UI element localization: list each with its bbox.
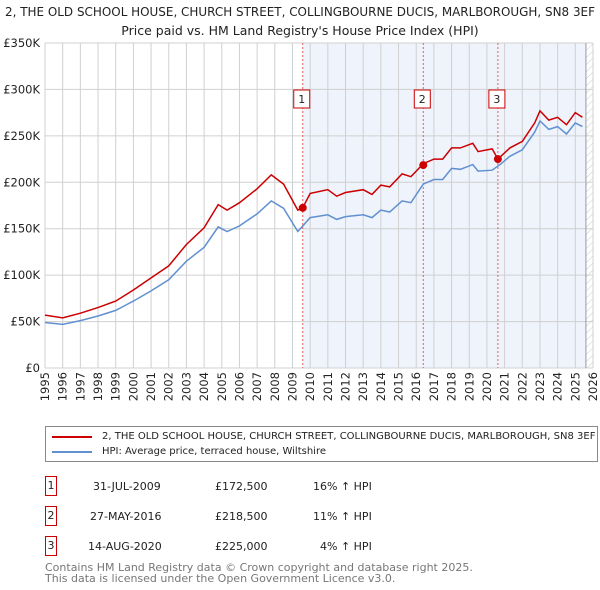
chart-title-line1: 2, THE OLD SCHOOL HOUSE, CHURCH STREET, … (5, 5, 595, 19)
sale-hpi-diff: 4% ↑ HPI (320, 540, 372, 553)
x-tick-label: 2003 (179, 372, 193, 401)
sale-price: £172,500 (215, 480, 268, 493)
price-paid-line (44, 109, 583, 319)
footer-copyright: Contains HM Land Registry data © Crown c… (45, 561, 473, 574)
x-tick-label: 1995 (38, 372, 52, 401)
sale-row: 1 31-JUL-2009 £172,500 16% ↑ HPI (45, 476, 445, 498)
forecast-hatch (585, 43, 593, 368)
sale-hpi-diff: 11% ↑ HPI (313, 510, 372, 523)
x-tick-label: 2011 (321, 372, 335, 401)
sale-date: 14-AUG-2020 (88, 540, 162, 553)
x-tick-label: 1999 (109, 372, 123, 401)
y-tick-label: £350K (3, 36, 40, 50)
sale-marker-badge: 1 (45, 476, 57, 496)
x-tick-label: 2017 (427, 372, 441, 401)
x-tick-label: 2019 (462, 372, 476, 401)
sale-point (419, 161, 428, 170)
sale-row: 3 14-AUG-2020 £225,000 4% ↑ HPI (45, 536, 445, 558)
hpi-line (44, 119, 583, 326)
sale-label-box (293, 89, 311, 109)
y-tick-label: £0 (25, 361, 40, 375)
sale-label-box (413, 89, 431, 109)
x-tick-label: 2012 (339, 372, 353, 401)
x-tick-label: 2004 (197, 372, 211, 401)
x-tick-label: 2001 (144, 372, 158, 401)
sale-label: 3 (493, 93, 500, 106)
legend-hpi-label: HPI: Average price, terraced house, Wilt… (102, 446, 326, 457)
sale-marker-badge: 3 (45, 536, 57, 556)
x-tick-label: 2006 (232, 372, 246, 401)
x-tick-label: 2024 (551, 372, 565, 401)
sale-marker-badge: 2 (45, 506, 57, 526)
x-tick-label: 2005 (215, 372, 229, 401)
x-tick-label: 2000 (126, 372, 140, 401)
sale-price: £225,000 (215, 540, 268, 553)
x-tick-label: 2025 (568, 372, 582, 401)
x-tick-label: 2021 (498, 372, 512, 401)
x-tick-label: 2015 (392, 372, 406, 401)
y-tick-label: £150K (3, 222, 40, 236)
x-tick-label: 2018 (445, 372, 459, 401)
sale-row: 2 27-MAY-2016 £218,500 11% ↑ HPI (45, 506, 445, 528)
x-tick-label: 2020 (480, 372, 494, 401)
sale-point (493, 155, 502, 164)
y-tick-label: £50K (11, 315, 41, 329)
sale-point (298, 203, 307, 212)
sale-date: 31-JUL-2009 (93, 480, 161, 493)
y-tick-label: £250K (3, 129, 40, 143)
price-line-swatch (52, 435, 92, 438)
x-tick-label: 2026 (586, 372, 600, 401)
legend: 2, THE OLD SCHOOL HOUSE, CHURCH STREET, … (45, 426, 598, 462)
sale-price: £218,500 (215, 510, 268, 523)
legend-item-price: 2, THE OLD SCHOOL HOUSE, CHURCH STREET, … (52, 430, 597, 443)
chart-title-line2: Price paid vs. HM Land Registry's House … (121, 23, 478, 38)
shaded-region (302, 43, 586, 368)
footer-licence: This data is licensed under the Open Gov… (45, 572, 396, 585)
x-tick-label: 2009 (285, 372, 299, 401)
y-tick-label: £200K (3, 175, 40, 189)
x-tick-label: 1998 (91, 372, 105, 401)
sale-label-box (488, 89, 506, 109)
x-tick-label: 1996 (56, 372, 70, 401)
y-tick-label: £300K (3, 82, 40, 96)
x-tick-label: 2016 (409, 372, 423, 401)
y-tick-label: £100K (3, 268, 40, 282)
x-tick-label: 2022 (515, 372, 529, 401)
x-tick-label: 2010 (303, 372, 317, 401)
x-tick-label: 2014 (374, 372, 388, 401)
x-tick-label: 2023 (533, 372, 547, 401)
x-tick-label: 2008 (268, 372, 282, 401)
sale-hpi-diff: 16% ↑ HPI (313, 480, 372, 493)
x-tick-label: 2007 (250, 372, 264, 401)
x-tick-label: 2002 (162, 372, 176, 401)
price-chart: 2, THE OLD SCHOOL HOUSE, CHURCH STREET, … (3, 5, 600, 401)
x-tick-label: 2013 (356, 372, 370, 401)
sale-label: 1 (298, 93, 305, 106)
sale-date: 27-MAY-2016 (90, 510, 162, 523)
hpi-line-swatch (52, 450, 92, 453)
legend-price-label: 2, THE OLD SCHOOL HOUSE, CHURCH STREET, … (102, 431, 596, 442)
legend-item-hpi: HPI: Average price, terraced house, Wilt… (52, 445, 597, 458)
x-tick-label: 1997 (73, 372, 87, 401)
sale-label: 2 (419, 93, 426, 106)
